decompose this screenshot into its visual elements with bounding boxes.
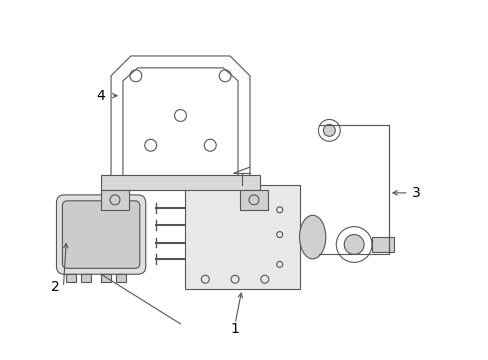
Text: 2: 2 <box>51 280 60 294</box>
Text: 4: 4 <box>97 89 105 103</box>
FancyBboxPatch shape <box>56 195 145 274</box>
Bar <box>371 237 393 252</box>
Bar <box>101 175 259 190</box>
Text: 1: 1 <box>230 322 239 336</box>
Bar <box>81 274 91 282</box>
Bar <box>185 185 299 289</box>
Bar <box>66 274 76 282</box>
Bar <box>101 190 129 210</box>
Bar <box>240 190 267 210</box>
Ellipse shape <box>299 215 325 259</box>
FancyBboxPatch shape <box>62 201 140 268</box>
Bar <box>116 274 126 282</box>
Text: 3: 3 <box>411 186 420 200</box>
Circle shape <box>344 235 364 255</box>
Circle shape <box>323 125 335 136</box>
Bar <box>101 274 111 282</box>
